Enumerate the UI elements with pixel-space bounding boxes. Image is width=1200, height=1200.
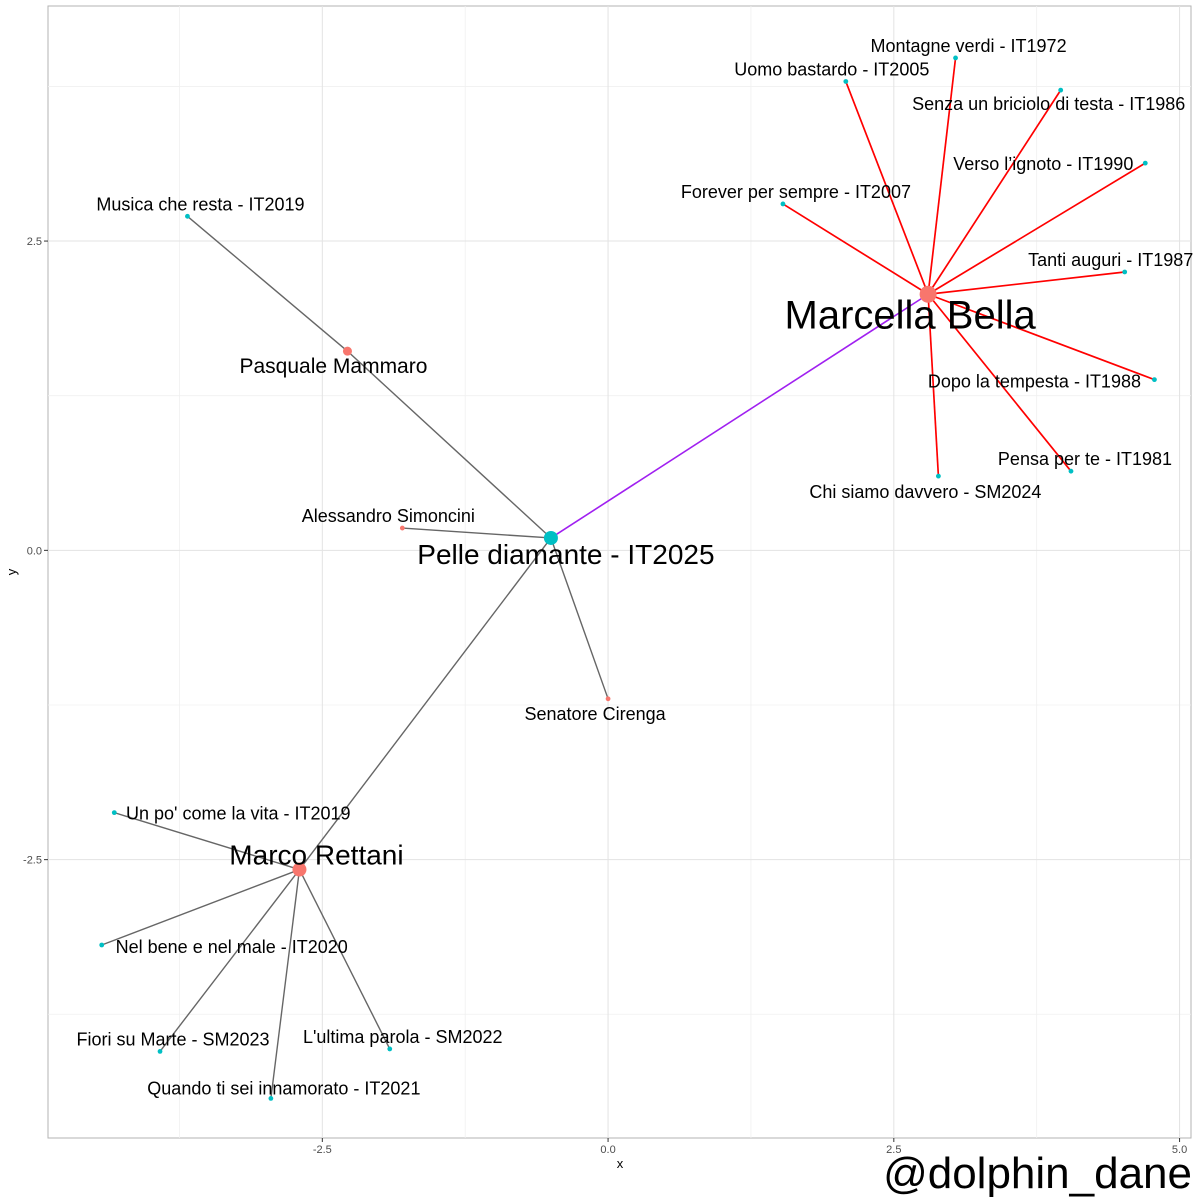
- edge-rettani-fiori: [159, 869, 301, 1052]
- node-cirenga: [605, 696, 611, 702]
- label-quando: Quando ti sei innamorato - IT2021: [147, 1078, 420, 1098]
- label-nelbene: Nel bene e nel male - IT2020: [116, 937, 348, 957]
- node-chi: [935, 473, 941, 479]
- node-labels: Pelle diamante - IT2025 Marcella Bella Mar…: [76, 36, 1193, 1098]
- label-rettani: Marco Rettani: [229, 840, 403, 871]
- node-pelle: [543, 530, 558, 545]
- label-simoncini: Alessandro Simoncini: [302, 506, 475, 526]
- edge-pelle-mammaro: [346, 350, 552, 539]
- grid-lines: [48, 6, 1191, 1138]
- label-musica: Musica che resta - IT2019: [96, 194, 304, 214]
- edge-marcella-pensa: [927, 293, 1072, 472]
- edge-rettani-quando: [270, 869, 301, 1099]
- label-chi: Chi siamo davvero - SM2024: [809, 482, 1041, 502]
- label-dopo: Dopo la tempesta - IT1988: [928, 372, 1141, 392]
- node-forever: [780, 201, 786, 207]
- x-tick-label: 0.0: [600, 1144, 615, 1156]
- y-tick-label: 2.5: [27, 236, 42, 248]
- node-simoncini: [399, 525, 405, 531]
- edge-marcella-forever: [782, 203, 929, 295]
- watermark-handle: @dolphin_dane: [883, 1149, 1192, 1198]
- x-tick-label: -2.5: [313, 1144, 332, 1156]
- edge-pelle-rettani: [298, 537, 552, 870]
- node-pensa: [1068, 468, 1074, 474]
- x-tick-label: 2.5: [886, 1144, 901, 1156]
- node-musica: [185, 213, 190, 219]
- edge-marcella-uomo: [845, 81, 929, 295]
- label-montagne: Montagne verdi - IT1972: [870, 36, 1066, 56]
- label-ultima: L'ultima parola - SM2022: [303, 1027, 503, 1047]
- edge-pelle-simoncini: [402, 527, 551, 539]
- node-quando: [268, 1096, 274, 1101]
- axis-ticks: -2.5 0.0 2.5 5.0 -2.5 0.0 2.5: [23, 236, 1187, 1156]
- label-mammaro: Pasquale Mammaro: [240, 355, 428, 378]
- node-tanti: [1122, 269, 1128, 275]
- label-fiori: Fiori su Marte - SM2023: [76, 1029, 269, 1049]
- edge-mammaro-musica: [186, 215, 348, 352]
- node-nelbene: [99, 942, 105, 948]
- label-tanti: Tanti auguri - IT1987: [1028, 250, 1193, 270]
- edge-rettani-nelbene: [101, 868, 300, 946]
- edges: [101, 57, 1155, 1099]
- x-axis-title: x: [617, 1156, 624, 1171]
- edge-marcella-chi: [927, 294, 940, 477]
- edge-pelle-marcella: [550, 293, 929, 539]
- nodes: [99, 55, 1157, 1101]
- node-marcella: [919, 285, 937, 303]
- label-verso: Verso l’ignoto - IT1990: [953, 154, 1133, 174]
- y-tick-label: 0.0: [27, 545, 42, 557]
- node-montagne: [953, 55, 958, 61]
- node-rettani: [292, 862, 307, 877]
- edge-marcella-verso: [927, 162, 1146, 295]
- y-tick-label: -2.5: [23, 855, 42, 867]
- edge-rettani-ultima: [298, 869, 391, 1050]
- label-marcella: Marcella Bella: [785, 293, 1037, 337]
- node-verso: [1142, 160, 1148, 166]
- x-tick-label: 5.0: [1172, 1144, 1187, 1156]
- node-uomo: [843, 79, 849, 84]
- plot-panel: [47, 5, 1192, 1139]
- node-dopo: [1152, 377, 1157, 383]
- node-unpo: [111, 810, 117, 816]
- y-axis-title: y: [4, 568, 19, 575]
- edge-marcella-dopo: [927, 293, 1155, 381]
- label-uomo: Uomo bastardo - IT2005: [734, 59, 929, 79]
- edge-marcella-montagne: [927, 57, 957, 295]
- label-pelle: Pelle diamante - IT2025: [417, 539, 714, 570]
- label-unpo: Un po' come la vita - IT2019: [126, 804, 351, 824]
- edge-marcella-senza: [927, 89, 1062, 295]
- node-senza: [1058, 87, 1064, 93]
- node-mammaro: [342, 346, 352, 356]
- label-senza: Senza un briciolo di testa - IT1986: [912, 94, 1185, 114]
- edge-marcella-tanti: [928, 271, 1125, 296]
- node-fiori: [157, 1048, 163, 1054]
- label-cirenga: Senatore Cirenga: [525, 704, 667, 724]
- edge-rettani-unpo: [114, 811, 300, 871]
- label-forever: Forever per sempre - IT2007: [681, 182, 911, 202]
- node-ultima: [387, 1046, 393, 1052]
- label-pensa: Pensa per te - IT1981: [998, 449, 1172, 469]
- edge-pelle-cirenga: [550, 537, 609, 700]
